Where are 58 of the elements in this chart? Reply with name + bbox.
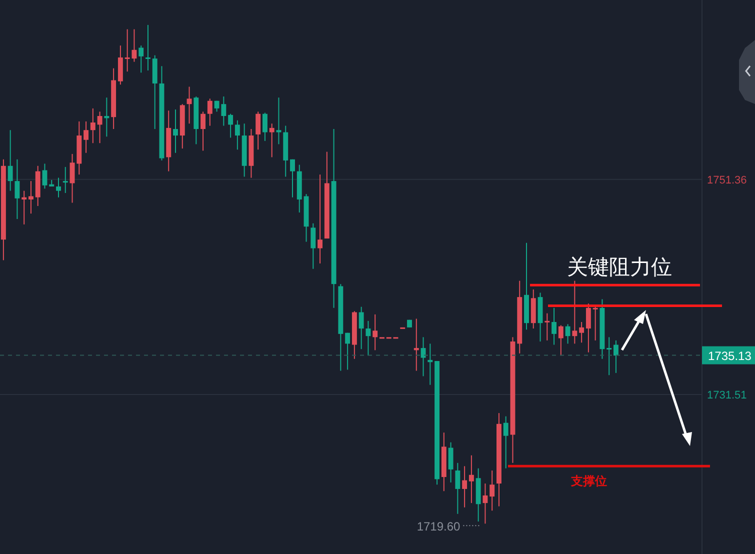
candlestick bbox=[186, 86, 192, 124]
candlestick bbox=[97, 111, 102, 144]
candlestick bbox=[173, 109, 178, 154]
ref-line-label: 支撑位 bbox=[570, 474, 607, 488]
candlestick bbox=[14, 158, 20, 220]
candlestick bbox=[586, 303, 591, 353]
candlestick bbox=[482, 483, 488, 524]
candlestick bbox=[8, 130, 13, 192]
candlestick bbox=[565, 324, 570, 344]
candlestick bbox=[207, 98, 212, 126]
candlestick bbox=[84, 120, 89, 154]
candlestick bbox=[579, 321, 584, 344]
candlestick bbox=[145, 24, 150, 71]
candlestick bbox=[414, 318, 419, 372]
y-tick-label: 1751.36 bbox=[707, 174, 747, 186]
candlestick bbox=[70, 153, 75, 204]
candlestick bbox=[118, 45, 123, 86]
annotation: 1719.60 bbox=[416, 520, 461, 534]
candlestick bbox=[42, 163, 48, 190]
candlestick bbox=[613, 340, 618, 374]
ref-line-label: 关键阻力位 bbox=[567, 255, 672, 280]
candlestick bbox=[256, 111, 261, 150]
candlestick bbox=[462, 466, 468, 508]
candlestick bbox=[428, 343, 433, 386]
candlestick bbox=[262, 112, 268, 142]
candlestick bbox=[372, 314, 378, 351]
candlestick bbox=[90, 108, 96, 144]
candlestick bbox=[318, 174, 323, 264]
candlestick bbox=[468, 454, 474, 504]
y-tick-label: 1731.51 bbox=[707, 390, 747, 402]
candlestick bbox=[490, 470, 495, 512]
candlestick bbox=[310, 222, 316, 270]
candlestick bbox=[420, 336, 426, 377]
candlestick bbox=[138, 45, 144, 74]
candlestick bbox=[290, 158, 295, 198]
candlestick bbox=[448, 442, 454, 483]
candlestick bbox=[234, 120, 240, 150]
candlestick bbox=[22, 190, 27, 225]
candlestick bbox=[269, 123, 274, 158]
candlestick bbox=[455, 462, 460, 514]
candlestick bbox=[544, 312, 550, 341]
candlestick bbox=[503, 416, 508, 469]
candlestick bbox=[558, 324, 564, 356]
candlestick bbox=[592, 305, 598, 341]
candlestick bbox=[104, 97, 110, 138]
candlestick bbox=[345, 332, 350, 370]
candlestick bbox=[552, 307, 557, 346]
candlestick bbox=[358, 306, 364, 350]
candlestick bbox=[366, 320, 371, 356]
candlestick bbox=[62, 166, 68, 194]
candlestick bbox=[276, 97, 282, 145]
candlestick bbox=[56, 177, 61, 198]
candlestick bbox=[228, 113, 234, 138]
candlestick bbox=[28, 180, 34, 214]
candlestick bbox=[200, 111, 206, 152]
candlestick bbox=[572, 280, 578, 344]
ref-line-label: 1735.13 bbox=[708, 348, 752, 363]
candlestick bbox=[606, 336, 612, 376]
